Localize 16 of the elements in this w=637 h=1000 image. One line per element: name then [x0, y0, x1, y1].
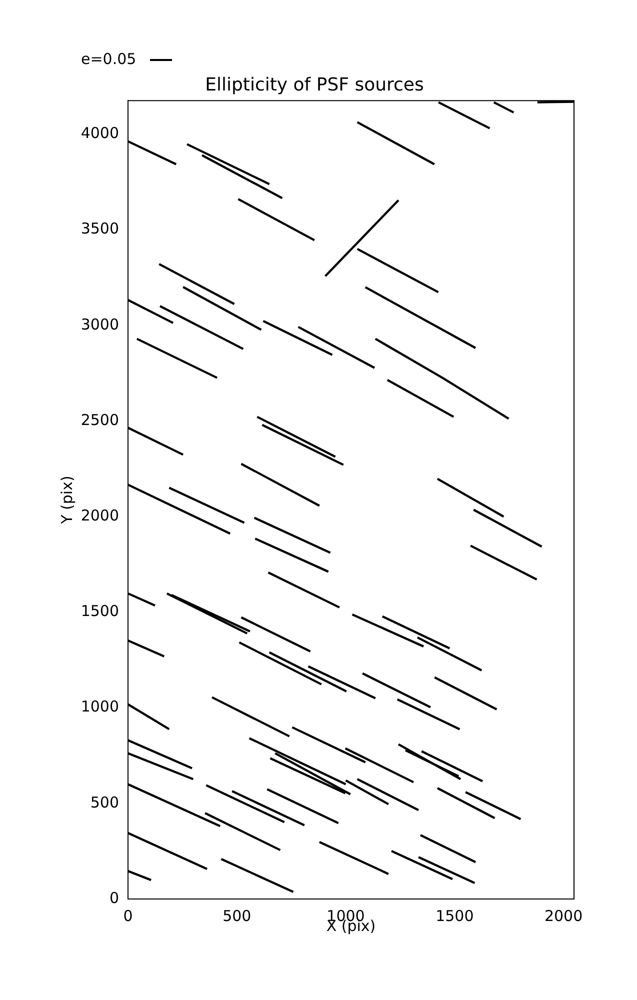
- x-tick-label: 2000: [544, 906, 583, 925]
- y-tick-label: 3000: [80, 315, 119, 334]
- y-tick-label: 2000: [80, 506, 119, 525]
- y-tick-label: 500: [90, 793, 119, 812]
- text: e=0.05: [81, 50, 136, 68]
- y-axis-title: Y (pix): [58, 476, 76, 525]
- y-tick-label: 1500: [80, 602, 119, 620]
- x-tick-label: 500: [222, 906, 252, 925]
- x-tick-label: 0: [123, 906, 133, 925]
- y-tick-label: 4000: [80, 124, 119, 142]
- y-tick-label: 1000: [80, 698, 119, 716]
- y-tick-label: 2500: [80, 410, 119, 429]
- x-tick-label: 1500: [436, 906, 474, 925]
- y-tick-label: 3500: [80, 220, 119, 238]
- chart-title: Ellipticity of PSF sources: [205, 74, 424, 96]
- y-tick-label: 0: [109, 888, 119, 907]
